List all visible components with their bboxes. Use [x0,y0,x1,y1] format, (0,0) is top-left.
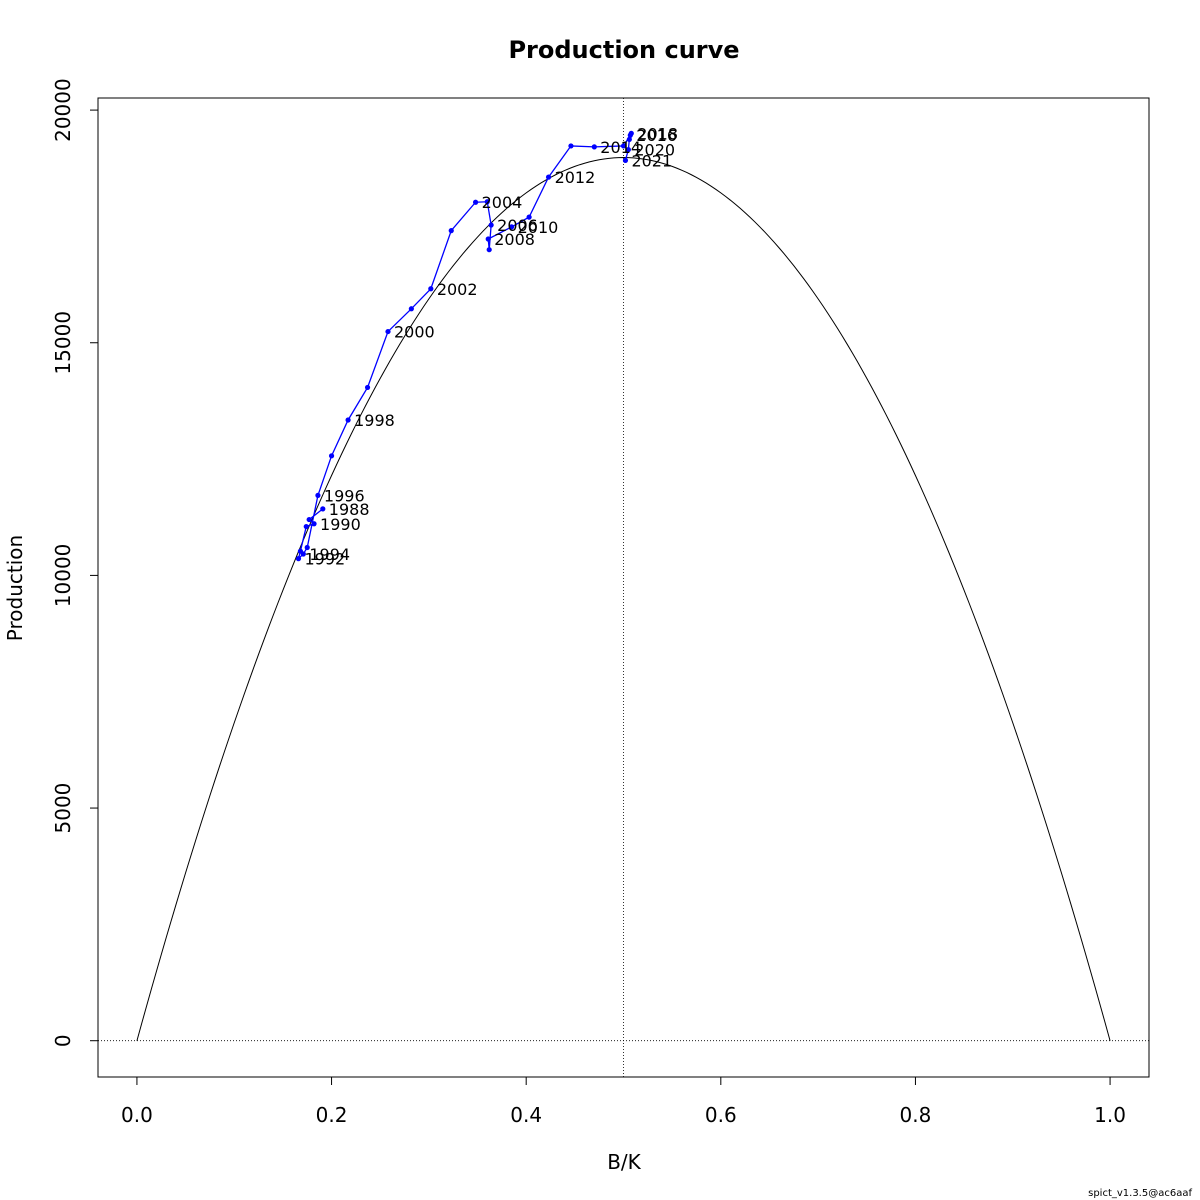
data-point [622,157,629,163]
y-tick-label: 20000 [51,78,75,142]
data-point [295,556,302,562]
x-tick-label: 0.8 [900,1103,932,1127]
y-tick-label: 5000 [51,783,75,834]
year-label: 2018 [637,124,678,143]
y-tick-label: 10000 [51,544,75,608]
year-label: 2000 [394,323,435,342]
y-tick-label: 15000 [51,311,75,375]
year-label: 2004 [482,193,523,212]
data-point [488,222,494,228]
x-tick-label: 0.6 [705,1103,737,1127]
data-point [315,492,321,498]
data-point [303,523,309,530]
y-axis: 0 5000 10000 15000 20000 [51,78,98,1047]
x-axis-label: B/K [607,1150,641,1174]
data-point [385,328,391,335]
year-label: 2016 [636,126,677,145]
version-footnote: spict_v1.3.5@ac6aaf [1088,1188,1192,1199]
data-point [568,143,574,149]
data-point [408,306,414,312]
data-point [526,214,532,220]
data-point [625,147,631,153]
data-point [545,174,552,180]
year-label: 1996 [324,486,365,505]
year-label: 2006 [497,216,538,235]
data-point [486,247,492,253]
year-label: 2014 [600,138,641,157]
data-point [448,228,454,234]
year-label: 2012 [555,168,596,187]
data-point [320,506,326,512]
x-tick-label: 0.0 [121,1103,153,1127]
year-label: 1994 [309,545,350,564]
x-tick-label: 1.0 [1094,1103,1126,1127]
x-axis: 0.0 0.2 0.4 0.6 0.8 1.0 [121,1077,1126,1127]
data-point [484,199,490,205]
data-point [300,551,306,557]
data-point [345,417,351,423]
reference-lines [98,98,1149,1077]
year-label: 1988 [329,500,370,519]
data-point [485,236,491,242]
data-point [472,199,479,205]
year-label: 2008 [494,230,535,249]
data-point [306,516,312,523]
data-point [328,453,335,459]
data-series-layer [295,130,634,562]
year-labels-layer: 1988199019921994199619982000200220042006… [304,124,678,568]
data-point [311,521,317,527]
data-point [628,130,634,136]
y-axis-label: Production [3,535,27,641]
year-label: 2021 [631,151,672,170]
y-tick-label: 0 [51,1034,75,1047]
year-label: 2002 [437,280,478,299]
data-point [626,136,632,143]
data-point [591,144,597,150]
x-tick-label: 0.2 [316,1103,348,1127]
year-label: 1992 [304,550,345,569]
data-point [304,544,310,551]
data-point [428,286,434,292]
chart-title: Production curve [508,36,739,64]
x-tick-label: 0.4 [510,1103,542,1127]
year-label: 2020 [634,141,675,160]
year-label: 2010 [518,218,559,237]
data-point [620,143,627,149]
year-label: 1990 [320,515,361,534]
data-point [508,224,515,230]
year-label: 1998 [354,411,395,430]
data-point [364,384,371,391]
